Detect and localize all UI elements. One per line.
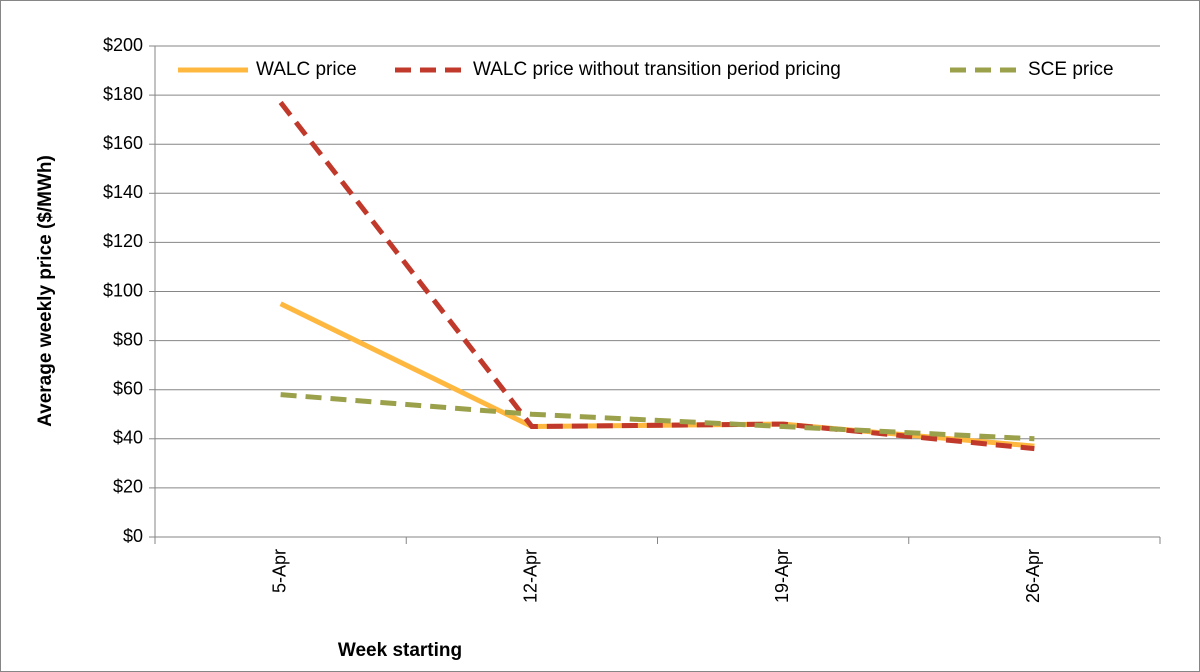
y-tick-label: $20 [113, 477, 143, 497]
y-tick-label: $0 [123, 526, 143, 546]
series-line [280, 392, 1035, 442]
series-line [278, 100, 1035, 452]
x-tick-label: 26-Apr [1023, 549, 1043, 603]
legend-label: WALC price without transition period pri… [473, 59, 841, 80]
legend-label: SCE price [1028, 59, 1114, 80]
y-tick-label: $60 [113, 378, 143, 398]
x-tick-label: 12-Apr [521, 549, 541, 603]
y-tick-label: $140 [103, 182, 143, 202]
y-tick-label: $120 [103, 231, 143, 251]
y-axis-title: Average weekly price ($/MWh) [35, 155, 56, 427]
y-tick-label: $40 [113, 428, 143, 448]
y-tick-label: $160 [103, 133, 143, 153]
x-tick-label: 19-Apr [772, 549, 792, 603]
x-tick-label: 5-Apr [269, 549, 289, 593]
y-tick-label: $80 [113, 329, 143, 349]
y-tick-label: $180 [103, 84, 143, 104]
y-tick-label: $200 [103, 35, 143, 55]
y-tick-label: $100 [103, 280, 143, 300]
x-axis-title: Week starting [338, 640, 462, 661]
legend-label: WALC price [256, 59, 357, 80]
